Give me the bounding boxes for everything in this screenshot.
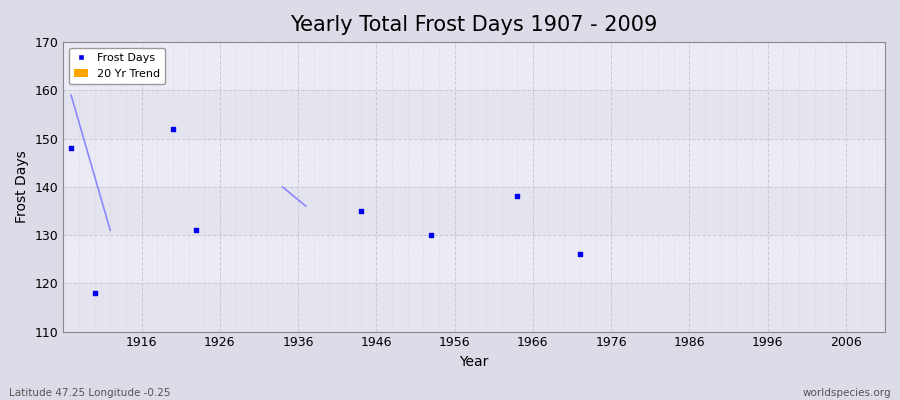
Point bbox=[142, 78, 157, 84]
Text: worldspecies.org: worldspecies.org bbox=[803, 388, 891, 398]
Point bbox=[354, 208, 368, 214]
Bar bbox=[63, 235, 885, 283]
Bar bbox=[63, 187, 885, 235]
Y-axis label: Frost Days: Frost Days bbox=[15, 150, 29, 223]
X-axis label: Year: Year bbox=[460, 355, 489, 369]
Point bbox=[424, 232, 438, 238]
Bar bbox=[63, 90, 885, 139]
Point bbox=[572, 251, 587, 258]
Point bbox=[510, 193, 525, 200]
Text: Latitude 47.25 Longitude -0.25: Latitude 47.25 Longitude -0.25 bbox=[9, 388, 170, 398]
Bar bbox=[63, 42, 885, 90]
Point bbox=[87, 290, 102, 296]
Point bbox=[166, 126, 180, 132]
Bar bbox=[63, 139, 885, 187]
Bar bbox=[63, 283, 885, 332]
Point bbox=[64, 145, 78, 152]
Point bbox=[189, 227, 203, 234]
Legend: Frost Days, 20 Yr Trend: Frost Days, 20 Yr Trend bbox=[68, 48, 166, 84]
Title: Yearly Total Frost Days 1907 - 2009: Yearly Total Frost Days 1907 - 2009 bbox=[291, 15, 658, 35]
